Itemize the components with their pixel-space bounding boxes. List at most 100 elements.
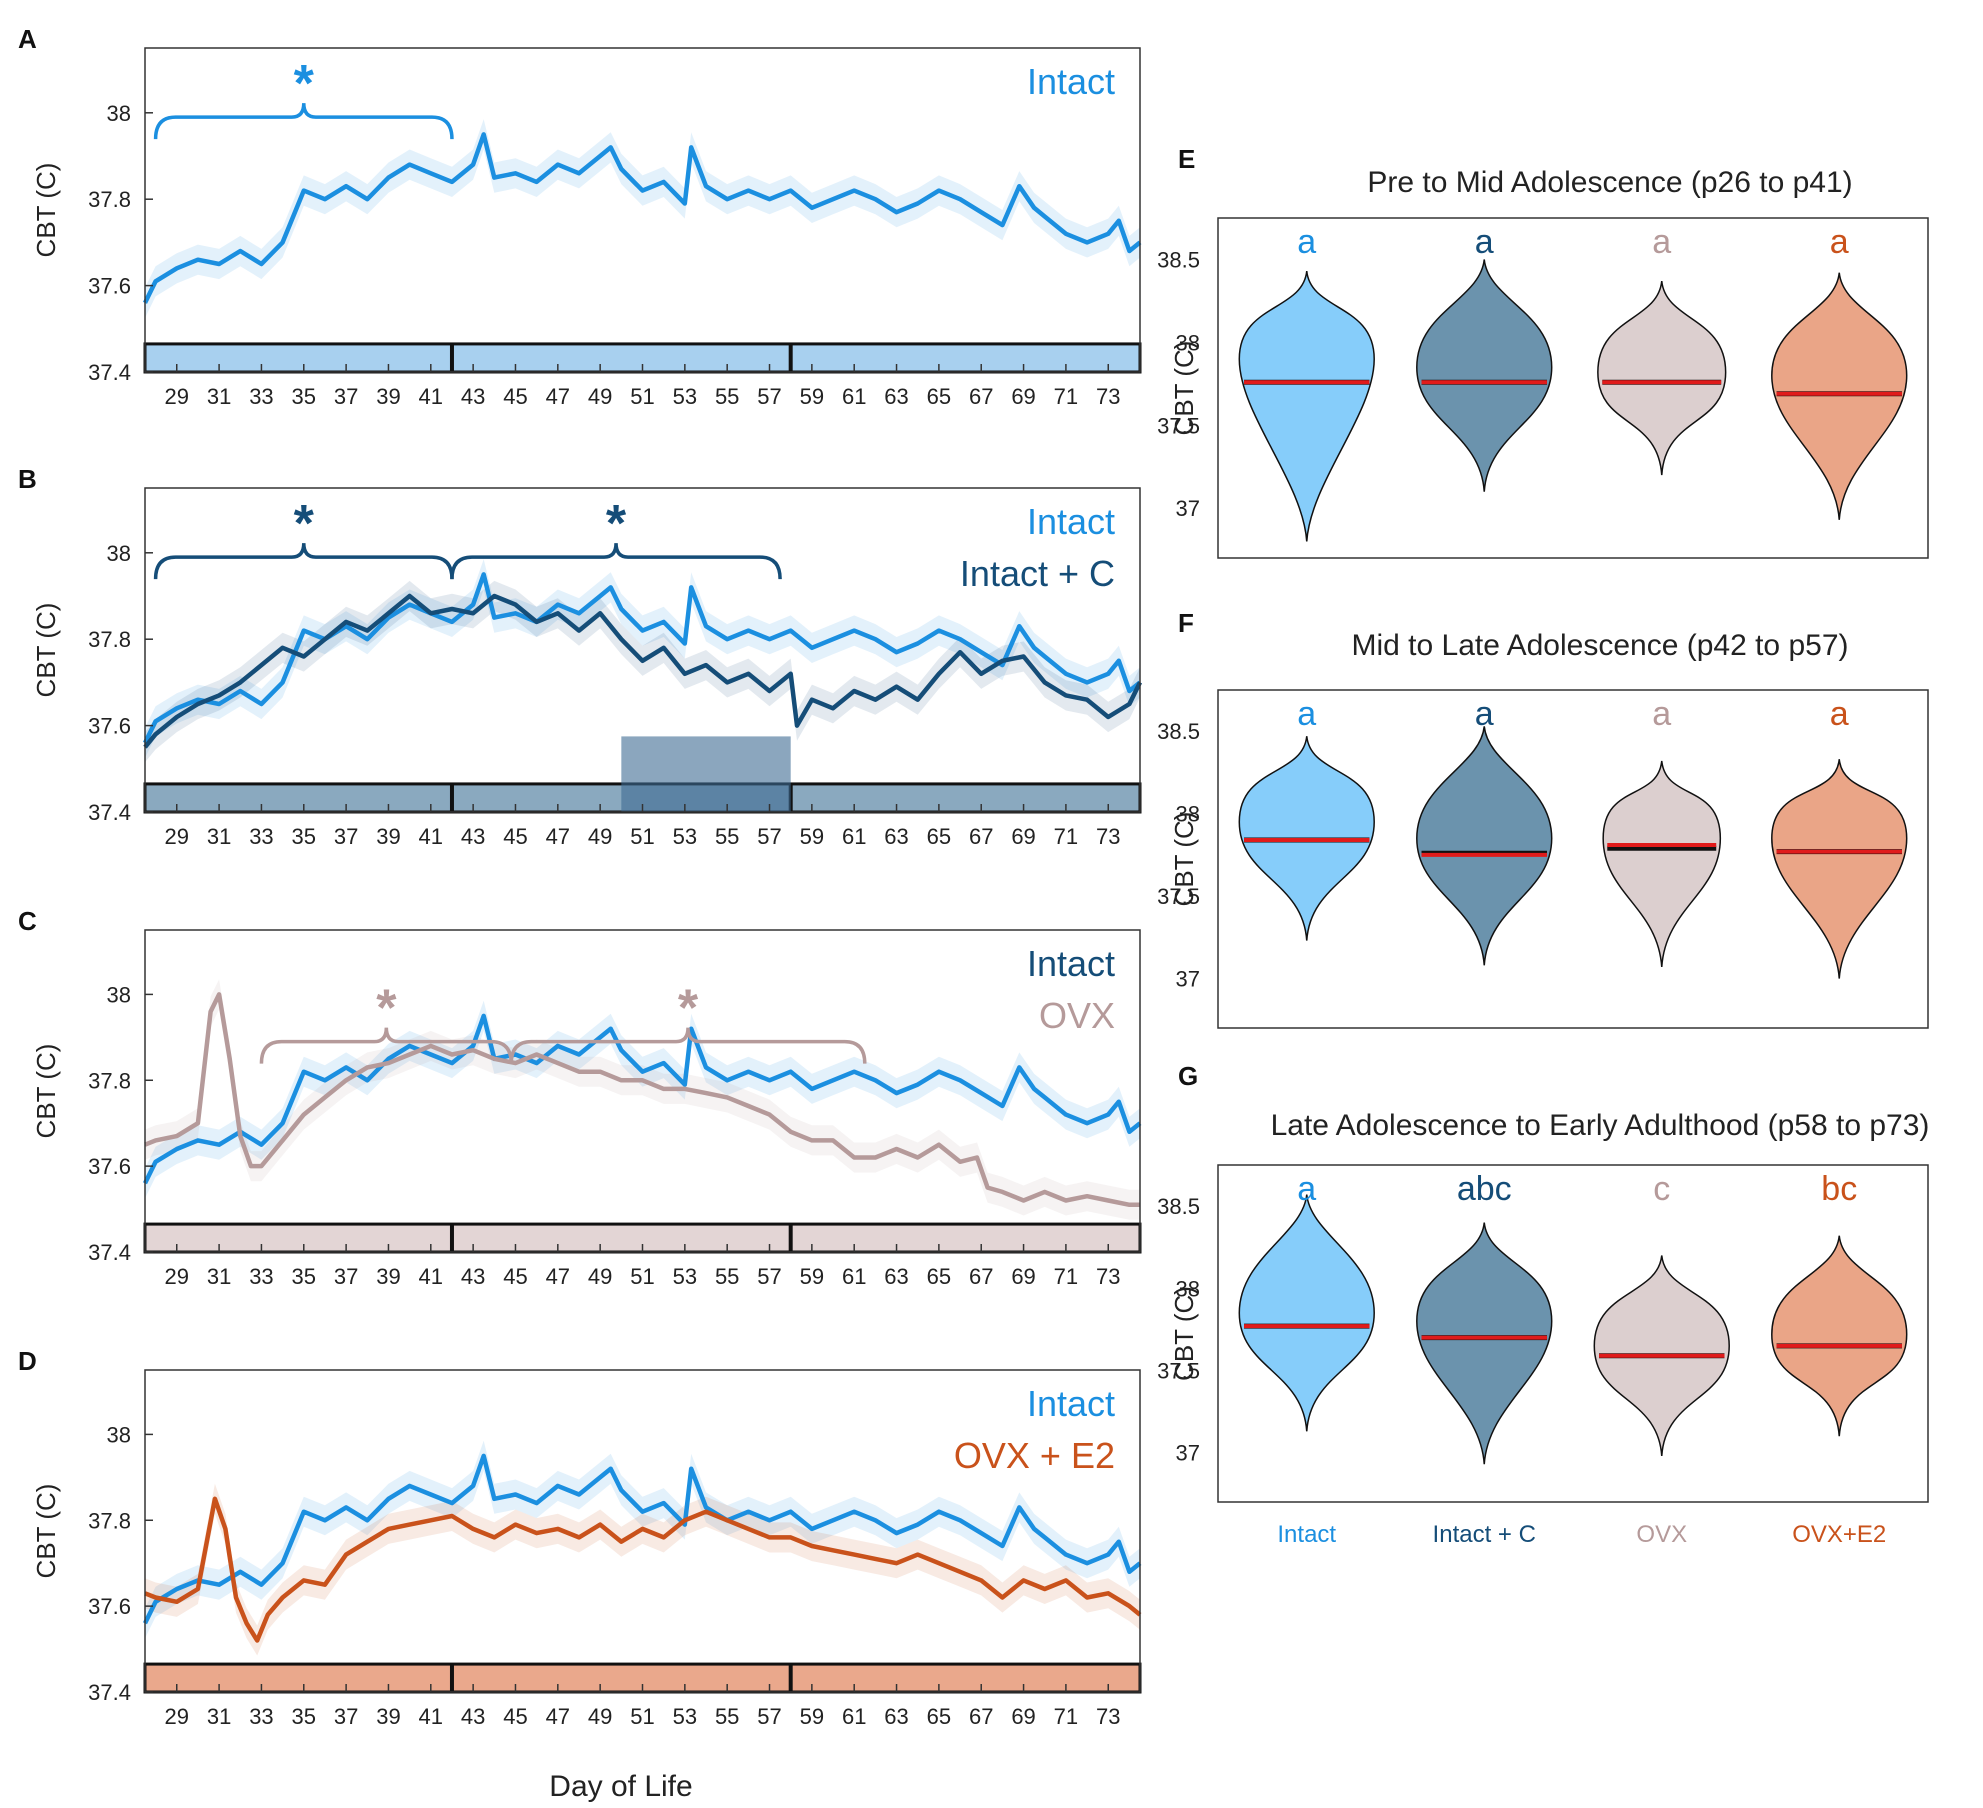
x-tick-label: 71 [1054, 824, 1078, 849]
x-tick-label: 39 [376, 384, 400, 409]
x-tick-label: 69 [1011, 1264, 1035, 1289]
x-tick-label: 31 [207, 1264, 231, 1289]
y-tick-label: 38 [1176, 802, 1200, 827]
x-tick-label: 43 [461, 1704, 485, 1729]
line-panel-B: B * * 37.4 37.6 37.8 38 29 31 33 35 37 39 41 43 45 47 49 5… [18, 464, 1143, 849]
x-tick-label: 51 [630, 1704, 654, 1729]
series-line-intact [142, 1013, 1142, 1185]
y-tick-label: 37.6 [88, 1594, 131, 1619]
x-tick-label: 65 [927, 1264, 951, 1289]
x-tick-label: 73 [1096, 1264, 1120, 1289]
series-line-ovx [144, 992, 1140, 1208]
y-tick-label: 37.8 [88, 187, 131, 212]
x-tick-label: 33 [249, 384, 273, 409]
x-tick-label: 63 [884, 1704, 908, 1729]
violin-body [1771, 1235, 1908, 1437]
x-tick-label: 61 [842, 1264, 866, 1289]
legend-entry: OVX [1039, 995, 1115, 1036]
series-line-ovx-e2 [144, 1496, 1142, 1643]
y-tick-label: 37.6 [88, 274, 131, 299]
significance-letter: a [1652, 223, 1671, 261]
x-tick-label: 43 [461, 384, 485, 409]
y-tick-label: 37.8 [88, 627, 131, 652]
violin-body [1602, 760, 1722, 968]
series-error-band [145, 1440, 1140, 1639]
violin-body [1416, 1222, 1553, 1465]
group-label: Intact + C [1433, 1521, 1536, 1548]
x-tick-label: 63 [884, 1264, 908, 1289]
x-tick-label: 29 [165, 824, 189, 849]
panel-title: Pre to Mid Adolescence (p26 to p41) [1367, 166, 1852, 199]
series-error-band [145, 979, 1140, 1220]
legend-entry: Intact + C [960, 553, 1115, 594]
x-axis-label-day-of-life: Day of Life [549, 1770, 692, 1803]
x-tick-label: 71 [1054, 1704, 1078, 1729]
panel-title: Late Adolescence to Early Adulthood (p58… [1271, 1109, 1930, 1142]
y-tick-label: 37.6 [88, 1154, 131, 1179]
panel-label: C [18, 906, 37, 936]
y-tick-label: 38 [107, 982, 131, 1007]
significance-letter: a [1297, 223, 1316, 261]
significance-star: * [294, 495, 315, 553]
x-tick-label: 37 [334, 824, 358, 849]
series-error-band [145, 580, 1140, 763]
x-tick-label: 31 [207, 384, 231, 409]
significance-bracket [153, 543, 454, 580]
violin-body [1416, 259, 1553, 492]
y-axis-label: CBT (C) [1169, 1286, 1199, 1381]
x-tick-label: 33 [249, 1704, 273, 1729]
x-tick-label: 43 [461, 1264, 485, 1289]
x-tick-label: 35 [292, 384, 316, 409]
x-tick-label: 41 [419, 384, 443, 409]
y-tick-label: 37.4 [88, 800, 131, 825]
significance-letter: a [1297, 1170, 1316, 1208]
x-tick-label: 41 [419, 1264, 443, 1289]
x-tick-label: 29 [165, 1264, 189, 1289]
violin-body [1238, 1194, 1375, 1432]
x-tick-label: 59 [800, 1264, 824, 1289]
line-panel-D: D 37.4 37.6 37.8 38 29 31 33 35 37 39 41 43 45 47 49 51 5… [18, 1346, 1142, 1729]
x-tick-label: 49 [588, 1264, 612, 1289]
x-tick-label: 73 [1096, 1704, 1120, 1729]
x-tick-label: 45 [503, 1264, 527, 1289]
x-tick-label: 37 [334, 384, 358, 409]
x-tick-label: 37 [334, 1704, 358, 1729]
x-tick-label: 35 [292, 1704, 316, 1729]
y-axis-label: CBT (C) [1169, 341, 1199, 436]
x-tick-label: 45 [503, 384, 527, 409]
panel-label: E [1178, 144, 1195, 174]
y-tick-label: 38 [1176, 330, 1200, 355]
x-tick-label: 59 [800, 384, 824, 409]
x-tick-label: 41 [419, 824, 443, 849]
x-tick-label: 55 [715, 824, 739, 849]
x-tick-label: 59 [800, 1704, 824, 1729]
x-tick-label: 45 [503, 824, 527, 849]
violin-panel-F: F Mid to Late Adolescence (p42 to p57) a a a… [1157, 608, 1929, 1029]
x-tick-label: 39 [376, 1704, 400, 1729]
significance-letter: abc [1457, 1170, 1512, 1208]
x-tick-label: 35 [292, 1264, 316, 1289]
x-tick-label: 55 [715, 384, 739, 409]
significance-bracket [509, 1027, 867, 1064]
x-tick-label: 49 [588, 384, 612, 409]
series-line-intact [142, 132, 1142, 304]
significance-letter: a [1652, 695, 1671, 733]
panel-label: B [18, 464, 37, 494]
violin-panel-G: G Late Adolescence to Early Adulthood (p5… [1157, 1061, 1929, 1548]
x-tick-label: 67 [969, 1704, 993, 1729]
x-tick-label: 71 [1054, 1264, 1078, 1289]
significance-letter: a [1830, 223, 1849, 261]
y-tick-label: 37.6 [88, 714, 131, 739]
x-tick-label: 63 [884, 384, 908, 409]
x-tick-label: 31 [207, 824, 231, 849]
x-tick-label: 65 [927, 1704, 951, 1729]
y-tick-label: 37 [1176, 1441, 1200, 1466]
y-tick-label: 38 [107, 541, 131, 566]
x-tick-label: 39 [376, 1264, 400, 1289]
group-label: OVX [1636, 1521, 1687, 1548]
y-tick-label: 38.5 [1157, 1194, 1200, 1219]
x-tick-label: 73 [1096, 384, 1120, 409]
x-tick-label: 37 [334, 1264, 358, 1289]
x-tick-label: 39 [376, 824, 400, 849]
